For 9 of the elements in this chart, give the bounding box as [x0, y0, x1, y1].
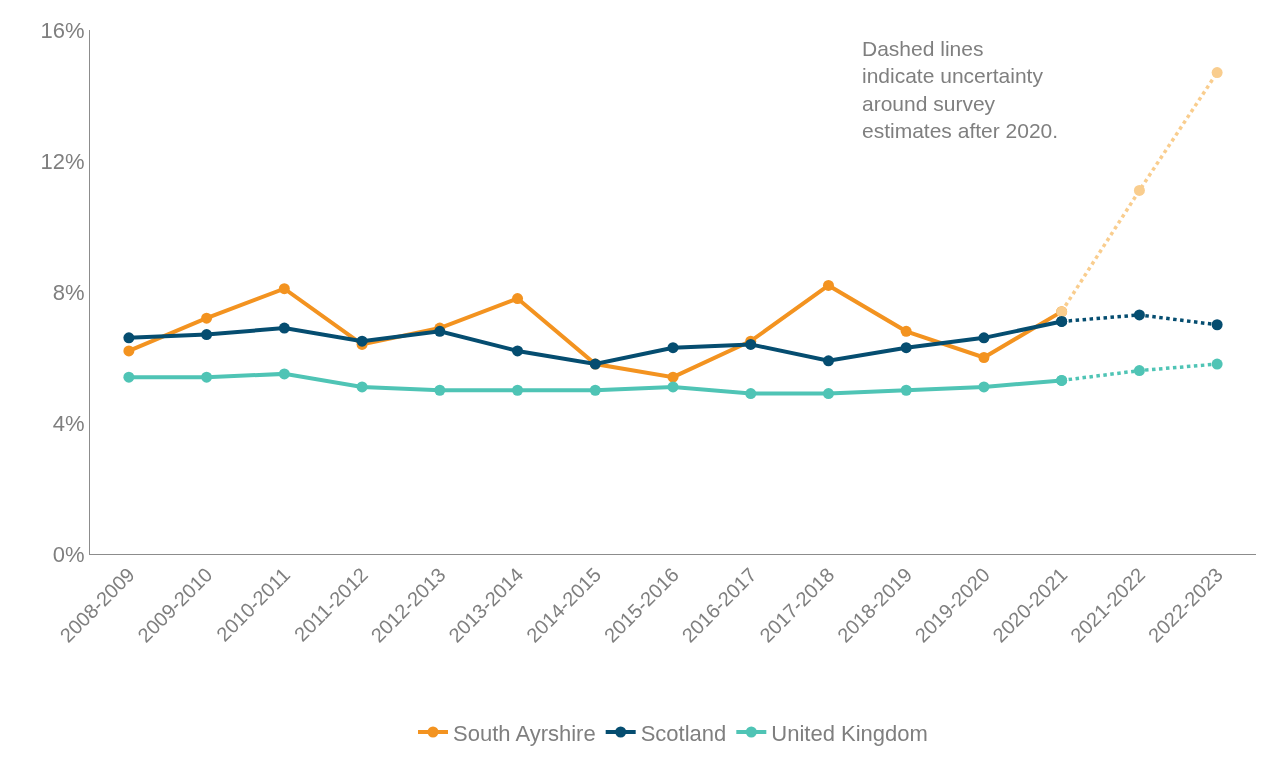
legend-label: United Kingdom [771, 720, 928, 746]
y-tick-label: 8% [52, 279, 85, 305]
annotation: Dashed lines indicate uncertainty around survey estimates after 2020. [862, 37, 1059, 142]
legend-label: Scotland [640, 720, 727, 746]
y-tick-label: 12% [40, 148, 85, 174]
y-tick-label: 16% [40, 17, 85, 43]
y-tick-label: 4% [52, 410, 85, 436]
y-tick-label: 0% [52, 541, 85, 567]
legend-label: South Ayrshire [453, 720, 596, 746]
